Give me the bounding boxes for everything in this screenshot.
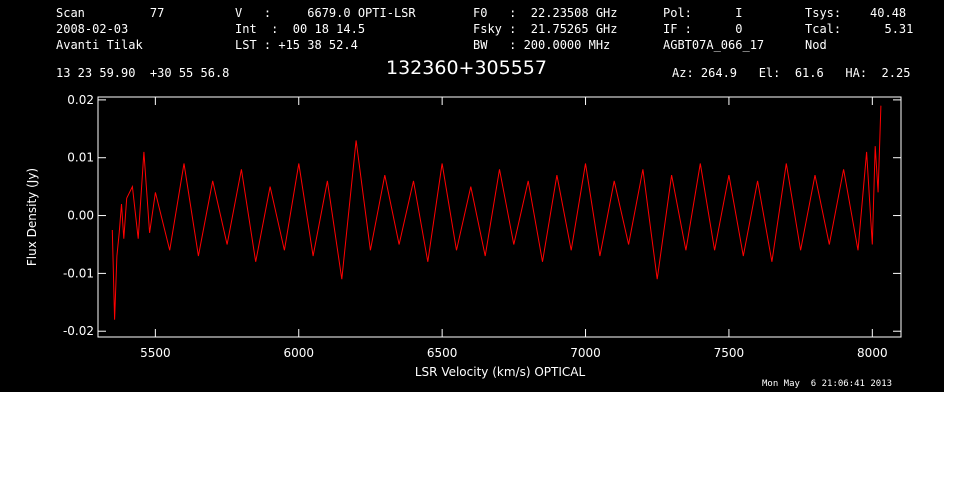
header-if: IF : 0 bbox=[663, 22, 743, 36]
header-az-el-ha: Az: 264.9 El: 61.6 HA: 2.25 bbox=[672, 66, 911, 80]
y-tick-label: -0.01 bbox=[63, 266, 94, 280]
header-pol: Pol: I bbox=[663, 6, 743, 20]
header-scan-line: Scan 77 bbox=[56, 6, 165, 20]
plot-timestamp: Mon May 6 21:06:41 2013 bbox=[762, 379, 893, 389]
source-name: 132360+305557 bbox=[386, 57, 547, 79]
header-nod: Nod bbox=[805, 38, 827, 52]
header-tcal: Tcal: 5.31 bbox=[805, 22, 914, 36]
x-tick-label: 7500 bbox=[714, 346, 745, 360]
y-axis-ticks: -0.02 -0.01 0.00 0.01 0.02 bbox=[63, 93, 901, 338]
spectrum-series-line bbox=[111, 105, 882, 320]
plot-frame bbox=[97, 96, 902, 338]
plot-panel: Scan 77 2008-02-03 Avanti Tilak V : 6679… bbox=[0, 0, 944, 392]
y-tick-label: 0.00 bbox=[67, 209, 94, 223]
header-lst: LST : +15 38 52.4 bbox=[235, 38, 358, 52]
x-axis-ticks: 5500 6000 6500 7000 7500 8000 bbox=[140, 97, 888, 360]
y-tick-label: 0.01 bbox=[67, 151, 94, 165]
x-tick-label: 8000 bbox=[857, 346, 888, 360]
x-tick-label: 7000 bbox=[570, 346, 601, 360]
spectrum-chart: 5500 6000 6500 7000 7500 8000 -0.02 -0.01 0.00 0… bbox=[25, 93, 902, 379]
header-integration: Int : 00 18 14.5 bbox=[235, 22, 366, 36]
header-f0: F0 : 22.23508 GHz bbox=[473, 6, 618, 20]
header-project: AGBT07A_066_17 bbox=[663, 38, 765, 52]
header-coordinates: 13 23 59.90 +30 55 56.8 bbox=[56, 66, 230, 80]
y-axis-label: Flux Density (Jy) bbox=[25, 168, 39, 266]
x-tick-label: 5500 bbox=[140, 346, 171, 360]
header-observer: Avanti Tilak bbox=[56, 38, 143, 52]
header-velocity: V : 6679.0 OPTI-LSR bbox=[235, 6, 416, 20]
header-date: 2008-02-03 bbox=[56, 22, 129, 36]
x-axis-label: LSR Velocity (km/s) OPTICAL bbox=[415, 365, 586, 379]
y-tick-label: 0.02 bbox=[67, 93, 94, 107]
x-tick-label: 6500 bbox=[427, 346, 458, 360]
y-tick-label: -0.02 bbox=[63, 324, 94, 338]
header-tsys: Tsys: 40.48 bbox=[805, 6, 907, 20]
x-tick-label: 6000 bbox=[283, 346, 314, 360]
header-fsky: Fsky : 21.75265 GHz bbox=[473, 22, 618, 36]
header-bw: BW : 200.0000 MHz bbox=[473, 38, 611, 52]
